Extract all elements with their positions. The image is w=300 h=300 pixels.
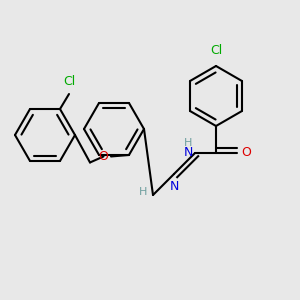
Text: N: N	[169, 180, 179, 193]
Text: O: O	[242, 146, 251, 160]
Text: O: O	[99, 150, 109, 163]
Text: H: H	[184, 139, 193, 148]
Text: H: H	[139, 187, 147, 197]
Text: Cl: Cl	[63, 75, 75, 88]
Text: Cl: Cl	[210, 44, 222, 57]
Text: N: N	[184, 146, 194, 160]
